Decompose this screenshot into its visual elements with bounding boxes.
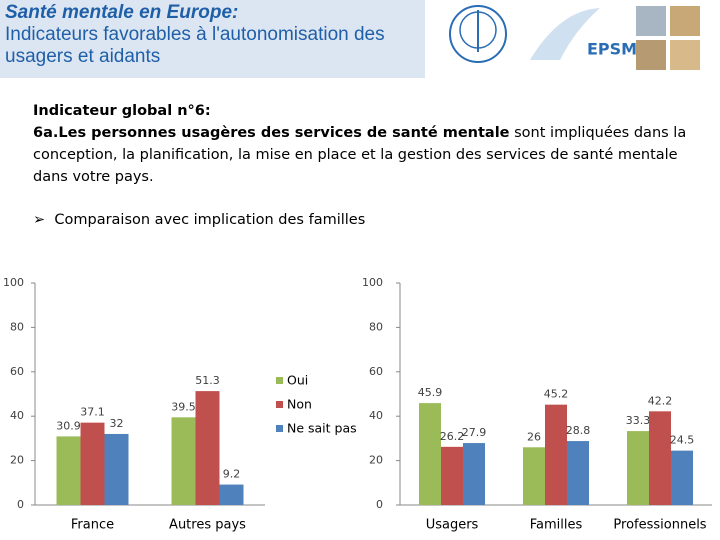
legend-swatch (276, 377, 283, 384)
data-label: 24.5 (670, 434, 695, 447)
data-label: 26.2 (440, 430, 465, 443)
bar (56, 436, 81, 505)
data-label: 9.2 (223, 468, 241, 481)
title: Santé mentale en Europe: (5, 2, 239, 23)
bar (441, 446, 463, 505)
indicator: Indicateur global n°6: 6a.Les personnes … (33, 100, 693, 188)
bar (627, 431, 649, 505)
body: sont impliquées dans la conception, la p… (33, 125, 687, 185)
bar (545, 404, 567, 505)
y-tick-label: 80 (369, 320, 383, 333)
data-label: 45.2 (544, 388, 569, 401)
data-label: 33.3 (626, 414, 651, 427)
data-label: 39.5 (171, 400, 196, 413)
data-label: 27.9 (462, 426, 487, 439)
legend-swatch (276, 425, 283, 432)
bar (567, 441, 589, 505)
bullet: ➢ Comparaison avec implication des famil… (33, 212, 366, 228)
logos: EPSM (449, 5, 700, 70)
bar (171, 417, 196, 505)
data-label: 37.1 (80, 406, 105, 419)
y-tick-label: 20 (10, 454, 24, 467)
logo-text: EPSM (587, 40, 637, 59)
y-tick-label: 60 (10, 365, 24, 378)
x-tick-label: Usagers (426, 518, 479, 533)
bar (195, 391, 220, 505)
legend-label: Non (287, 397, 312, 412)
y-tick-label: 100 (3, 276, 24, 289)
header: Santé mentale en Europe: Indicateurs favo… (0, 0, 425, 78)
bar (80, 422, 105, 505)
bullet-text: Comparaison avec implication des famille… (54, 212, 366, 228)
x-tick-label: France (71, 518, 114, 533)
bar (649, 411, 671, 505)
bar (671, 450, 693, 505)
bar (104, 433, 129, 505)
bar (219, 484, 244, 505)
x-tick-label: Autres pays (169, 518, 246, 533)
legend-label: Ne sait pas (287, 421, 357, 436)
subtitle: Indicateurs favorables à l'autonomisatio… (5, 24, 385, 67)
y-tick-label: 60 (369, 365, 383, 378)
bar (463, 443, 485, 505)
y-tick-label: 20 (369, 454, 383, 467)
legend-label: Oui (287, 373, 308, 388)
data-label: 45.9 (418, 386, 443, 399)
bar (523, 447, 545, 505)
y-tick-label: 0 (17, 498, 24, 511)
x-tick-label: Professionnels (613, 518, 706, 533)
data-label: 32 (110, 417, 124, 430)
bar (419, 403, 441, 505)
legend-swatch (276, 401, 283, 408)
y-tick-label: 100 (362, 276, 383, 289)
y-tick-label: 0 (376, 498, 383, 511)
lead: 6a.Les personnes usagères des services d… (33, 125, 510, 141)
heading: Indicateur global n°6: (33, 103, 211, 119)
data-label: 51.3 (195, 374, 220, 387)
data-label: 26 (527, 430, 541, 443)
data-label: 30.9 (56, 419, 81, 432)
y-tick-label: 40 (10, 409, 24, 422)
x-tick-label: Familles (530, 518, 583, 533)
y-tick-label: 40 (369, 409, 383, 422)
y-tick-label: 80 (10, 320, 24, 333)
data-label: 28.8 (566, 424, 591, 437)
data-label: 42.2 (648, 394, 673, 407)
